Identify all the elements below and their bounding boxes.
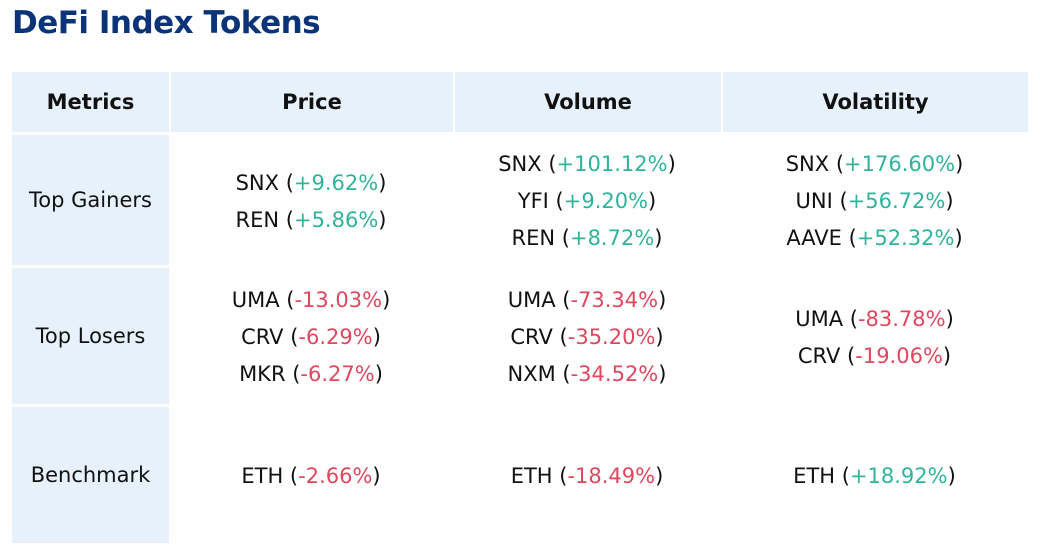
token-entry: CRV (-35.20%) <box>510 325 664 349</box>
token-entry: CRV (-6.29%) <box>241 325 381 349</box>
token-symbol: ETH <box>241 464 284 488</box>
token-symbol: YFI <box>517 189 549 213</box>
token-change: -83.78% <box>857 306 946 331</box>
cell-top-gainers-volatility: SNX (+176.60%) UNI (+56.72%) AAVE (+52.3… <box>721 135 1028 268</box>
token-symbol: SNX <box>498 152 542 176</box>
token-entry: YFI (+9.20%) <box>517 189 657 213</box>
token-change: -2.66% <box>298 464 373 488</box>
cell-top-losers-volatility: UMA (-83.78%) CRV (-19.06%) <box>721 268 1028 407</box>
cell-benchmark-price: ETH (-2.66%) <box>169 407 453 546</box>
token-symbol: ETH <box>510 464 553 488</box>
token-change: +56.72% <box>847 189 946 213</box>
token-change: +52.32% <box>856 226 955 250</box>
token-entry: UMA (-83.78%) <box>795 306 954 331</box>
row-label-top-gainers: Top Gainers <box>12 135 169 268</box>
cell-top-gainers-price: SNX (+9.62%) REN (+5.86%) <box>169 135 453 268</box>
column-header-volatility: Volatility <box>721 72 1028 135</box>
table-row: Benchmark ETH (-2.66%) ETH (-18.49%) ETH… <box>12 407 1028 546</box>
table-row: Top Gainers SNX (+9.62%) REN (+5.86%) SN… <box>12 135 1028 268</box>
token-symbol: UNI <box>795 189 833 213</box>
token-entry: UMA (-73.34%) <box>507 288 667 312</box>
token-change: +8.72% <box>569 226 655 250</box>
cell-top-losers-price: UMA (-13.03%) CRV (-6.29%) MKR (-6.27%) <box>169 268 453 407</box>
token-entry: SNX (+9.62%) <box>235 170 387 195</box>
row-label-benchmark: Benchmark <box>12 407 169 546</box>
cell-benchmark-volatility: ETH (+18.92%) <box>721 407 1028 546</box>
token-symbol: MKR <box>239 362 286 386</box>
token-symbol: REN <box>235 207 280 232</box>
token-entry: ETH (+18.92%) <box>793 464 956 488</box>
token-entry: AAVE (+52.32%) <box>786 226 963 250</box>
token-change: +101.12% <box>556 152 668 176</box>
token-symbol: CRV <box>797 343 841 368</box>
token-entry: ETH (-18.49%) <box>510 464 664 488</box>
token-entry: REN (+5.86%) <box>235 207 387 232</box>
token-change: -18.49% <box>567 464 656 488</box>
column-header-metrics: Metrics <box>12 72 169 135</box>
token-entry: MKR (-6.27%) <box>239 362 383 386</box>
token-change: -6.29% <box>298 325 373 349</box>
token-change: -34.52% <box>570 362 659 386</box>
header-row: Metrics Price Volume Volatility <box>12 72 1028 135</box>
token-change: +9.20% <box>563 189 649 213</box>
token-change: -13.03% <box>294 288 383 312</box>
token-entry: UMA (-13.03%) <box>231 288 391 312</box>
token-symbol: CRV <box>241 325 284 349</box>
token-entry: REN (+8.72%) <box>511 226 663 250</box>
token-symbol: NXM <box>507 362 556 386</box>
token-symbol: ETH <box>793 464 836 488</box>
token-change: -19.06% <box>855 343 943 368</box>
token-entry: SNX (+176.60%) <box>785 152 964 176</box>
token-symbol: SNX <box>235 170 280 195</box>
token-symbol: CRV <box>510 325 553 349</box>
token-symbol: REN <box>511 226 556 250</box>
token-symbol: AAVE <box>786 226 842 250</box>
token-change: -6.27% <box>300 362 375 386</box>
page-title: DeFi Index Tokens <box>12 5 321 41</box>
token-symbol: UMA <box>507 288 556 312</box>
metrics-table: Metrics Price Volume Volatility Top Gain… <box>12 72 1028 546</box>
cell-top-gainers-volume: SNX (+101.12%) YFI (+9.20%) REN (+8.72%) <box>453 135 721 268</box>
token-change: +5.86% <box>293 207 379 232</box>
token-entry: NXM (-34.52%) <box>507 362 667 386</box>
token-entry: SNX (+101.12%) <box>498 152 676 176</box>
row-label-top-losers: Top Losers <box>12 268 169 407</box>
table-row: Top Losers UMA (-13.03%) CRV (-6.29%) MK… <box>12 268 1028 407</box>
token-entry: UNI (+56.72%) <box>795 189 954 213</box>
token-change: +176.60% <box>844 152 956 176</box>
token-symbol: SNX <box>785 152 830 176</box>
column-header-price: Price <box>169 72 453 135</box>
column-header-volume: Volume <box>453 72 721 135</box>
token-change: +9.62% <box>293 170 379 195</box>
cell-top-losers-volume: UMA (-73.34%) CRV (-35.20%) NXM (-34.52%… <box>453 268 721 407</box>
cell-benchmark-volume: ETH (-18.49%) <box>453 407 721 546</box>
token-entry: CRV (-19.06%) <box>797 343 952 368</box>
token-symbol: UMA <box>795 306 844 331</box>
token-entry: ETH (-2.66%) <box>241 464 381 488</box>
token-symbol: UMA <box>231 288 280 312</box>
token-change: -35.20% <box>567 325 656 349</box>
token-change: -73.34% <box>570 288 659 312</box>
token-change: +18.92% <box>849 464 948 488</box>
